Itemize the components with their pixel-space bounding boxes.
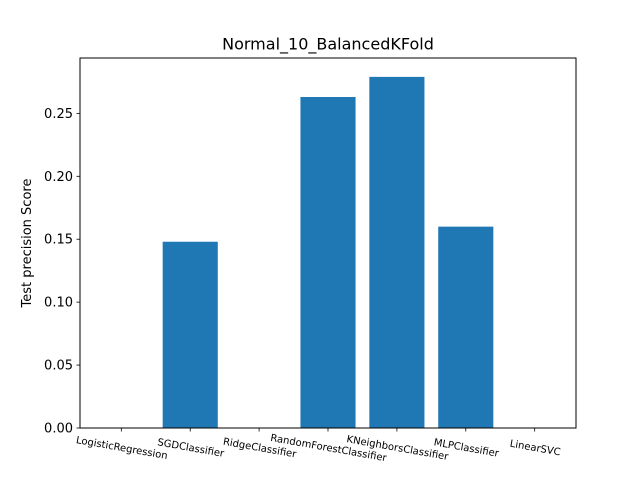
- y-ticks-group: 0.00 0.05 0.10 0.15 0.20 0.25: [44, 107, 80, 437]
- y-tick-label: 0.10: [44, 296, 73, 311]
- y-axis-label: Test precision Score: [20, 179, 35, 309]
- bar-kneighborsclassifier: [369, 76, 425, 428]
- bar-mlpclassifier: [438, 226, 494, 428]
- y-tick-label: 0.00: [44, 422, 73, 437]
- bar-sgdclassifier: [162, 241, 218, 428]
- y-tick-label: 0.20: [44, 170, 73, 185]
- bar-randomforestclassifier: [300, 97, 356, 428]
- plot-frame: [79, 57, 577, 429]
- y-tick-label: 0.05: [44, 359, 73, 374]
- y-tick-label: 0.15: [44, 233, 73, 248]
- y-tick-label: 0.25: [44, 107, 73, 122]
- chart-title: Normal_10_BalancedKFold: [222, 35, 434, 55]
- bars-group: [162, 76, 494, 428]
